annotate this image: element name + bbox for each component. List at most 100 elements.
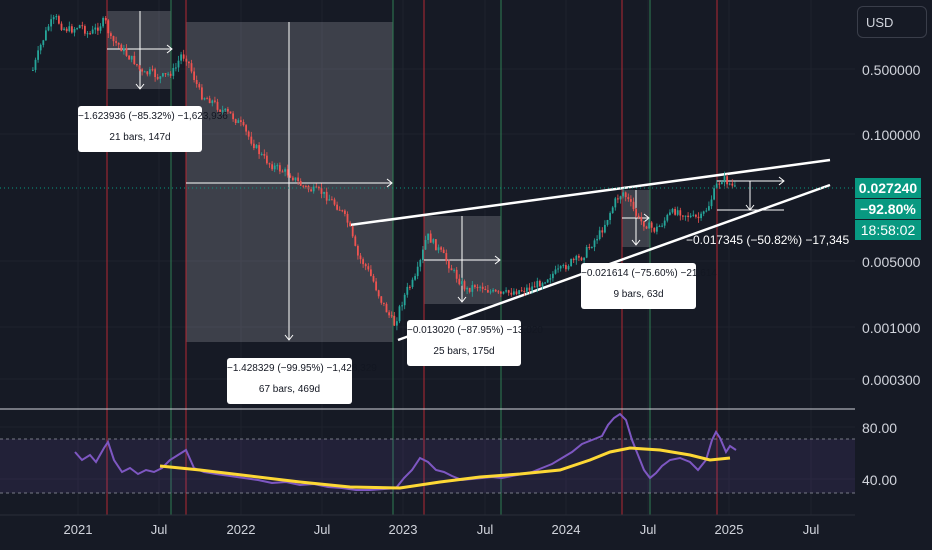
candle [484,288,487,290]
candle [406,286,409,295]
candle [622,192,624,197]
price-chart[interactable] [0,0,855,550]
wedge-upper-line [349,158,831,227]
candle [68,26,71,32]
candle [580,257,583,261]
candle [666,214,669,221]
candle [162,73,164,77]
x-tick: Jul [313,522,331,537]
candle [159,76,162,79]
candle [419,259,422,267]
candle [682,215,684,217]
candle [180,54,182,61]
candle [723,176,726,183]
candle [78,25,81,29]
candle [323,191,325,194]
x-tick: 2024 [551,522,581,537]
candle [237,120,240,124]
candle [146,71,149,75]
candle [385,303,388,313]
candle [718,183,721,185]
measure-bars: 25 bars, 175d [433,346,495,357]
candle [341,210,344,212]
candle [169,73,172,76]
candle [653,227,656,232]
candle [195,80,198,85]
current-price-label: 0.027240 [855,178,921,198]
candle [531,286,533,291]
candle [713,188,715,200]
measure-annotation: −0.017345 (−50.82%) −17,345 [686,233,850,247]
candle [115,41,117,43]
candle [32,69,34,71]
candle [695,214,697,217]
candle [245,125,247,132]
candle [141,69,143,72]
candle [448,261,450,269]
candle [429,233,432,243]
candle [65,28,68,32]
candle [276,165,279,167]
candle [86,33,89,35]
candle [71,26,73,33]
candle [536,280,539,288]
candle [669,212,671,215]
price-axis[interactable] [855,0,932,550]
candle [479,286,481,288]
measure-box[interactable]: −0.013020 (−87.95%) −13,020 25 bars, 175… [407,320,543,366]
candle [349,222,351,227]
candle [362,259,364,265]
candle [375,281,377,291]
candle [117,42,120,45]
candle [427,233,429,241]
candle [247,131,250,137]
candle [45,30,47,41]
candle [414,276,416,280]
x-tick: 2021 [63,522,93,537]
measure-price: −0.013020 (−87.95%) −13,020 [407,325,543,336]
measure-box[interactable]: −0.021614 (−75.60%) −21,614 9 bars, 63d [581,263,717,309]
candle [510,292,513,295]
measure-arrow [284,334,294,341]
measure-box[interactable]: −1.623936 (−85.32%) −1,623,936 21 bars, … [78,106,228,152]
candle [648,222,650,229]
candle [528,287,531,291]
candle [731,183,734,186]
x-tick: 2022 [226,522,256,537]
currency-button[interactable]: USD [857,6,927,38]
candle [708,206,710,211]
x-tick: Jul [476,522,494,537]
candle [671,208,674,213]
measure-arrow [457,296,467,303]
candle [201,87,203,100]
candle [583,257,585,261]
candle [364,264,367,267]
candle [47,26,50,31]
candle [224,108,227,111]
measure-bars: 21 bars, 147d [109,132,171,143]
candle [624,192,627,198]
candle [546,279,549,283]
candle [325,191,328,201]
candle [286,169,289,176]
candle [585,247,588,258]
price-tick: 0.001000 [862,320,921,336]
candle [403,294,406,306]
measure-box[interactable]: −1.428329 (−99.95%) −1,428,329 67 bars, … [227,358,377,404]
candle [128,55,130,60]
candle [627,197,630,200]
candle [700,213,702,219]
measure-arrow [166,44,173,54]
candle [515,291,518,295]
candle [104,17,107,21]
rsi-tick: 80.00 [862,420,898,436]
candle [383,302,385,304]
candle [107,20,110,34]
candle [354,236,357,246]
price-tick: 0.000300 [862,372,921,388]
candle [393,315,396,326]
candle [164,73,167,75]
candle [424,240,427,250]
candle [266,155,268,164]
candle [588,247,591,249]
